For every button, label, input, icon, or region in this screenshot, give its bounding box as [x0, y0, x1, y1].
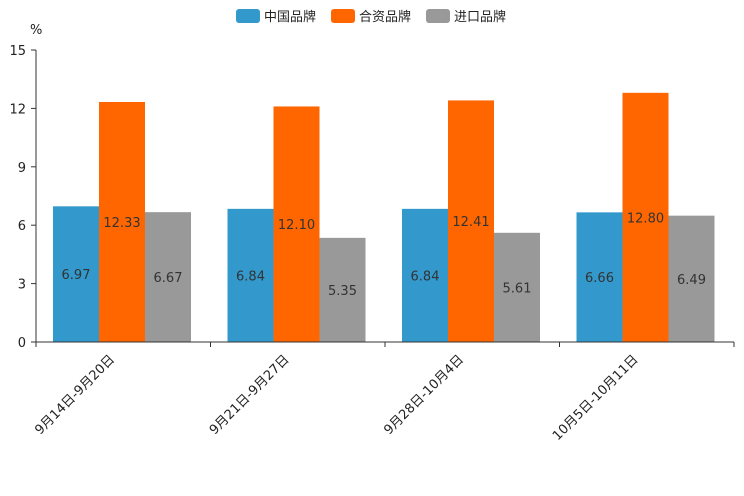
- legend-swatch: [236, 9, 260, 23]
- bar: [668, 215, 715, 342]
- y-axis: 0 3 6 9 12 15: [9, 44, 37, 351]
- bar: [99, 101, 145, 342]
- data-label: 5.35: [328, 284, 357, 299]
- legend: 中国品牌 合资品牌 进口品牌: [236, 9, 506, 25]
- y-tick-label: 3: [18, 278, 26, 293]
- legend-item[interactable]: 进口品牌: [426, 9, 506, 25]
- data-label: 6.67: [154, 271, 183, 286]
- x-tick-label: 9月21日-9月27日: [207, 352, 293, 438]
- data-label: 12.80: [627, 211, 664, 226]
- data-label: 6.49: [677, 273, 706, 288]
- y-axis-unit: %: [30, 23, 42, 38]
- data-label: 6.84: [236, 269, 265, 284]
- bar: [494, 232, 540, 342]
- x-tick-label: 9月28日-10月4日: [381, 352, 467, 438]
- x-axis: 9月14日-9月20日 9月21日-9月27日 9月28日-10月4日 10月5日-1…: [32, 341, 735, 444]
- bar: [53, 206, 99, 342]
- data-label: 6.84: [411, 269, 440, 284]
- y-tick-label: 15: [9, 44, 26, 59]
- legend-label: 合资品牌: [359, 9, 411, 25]
- x-tick-label: 10月5日-10月11日: [550, 352, 642, 444]
- data-label: 5.61: [503, 281, 532, 296]
- y-tick-label: 0: [18, 336, 26, 351]
- x-tick-label: 9月14日-9月20日: [32, 352, 118, 438]
- bar: [402, 208, 448, 342]
- y-tick-label: 6: [18, 219, 26, 234]
- bar: [448, 100, 494, 342]
- data-label: 12.41: [452, 215, 489, 230]
- data-label: 6.97: [62, 268, 91, 283]
- data-label: 6.66: [585, 271, 614, 286]
- data-label: 12.33: [103, 216, 140, 231]
- legend-label: 进口品牌: [454, 9, 506, 25]
- bar: [145, 212, 191, 342]
- legend-item[interactable]: 中国品牌: [236, 9, 316, 25]
- data-label: 12.10: [278, 218, 315, 233]
- bar: [319, 237, 366, 342]
- bar: [622, 92, 669, 343]
- bars: 6.97 6.84 6.84 6.66 12.33 12.10 12.41 12.80 6.67…: [53, 92, 715, 343]
- legend-swatch: [331, 9, 355, 23]
- bar: [227, 208, 274, 342]
- bar: [273, 106, 320, 342]
- legend-swatch: [426, 9, 450, 23]
- legend-item[interactable]: 合资品牌: [331, 9, 411, 25]
- bar: [576, 212, 623, 342]
- y-tick-label: 9: [18, 161, 26, 176]
- y-tick-label: 12: [9, 102, 26, 117]
- legend-label: 中国品牌: [264, 9, 316, 25]
